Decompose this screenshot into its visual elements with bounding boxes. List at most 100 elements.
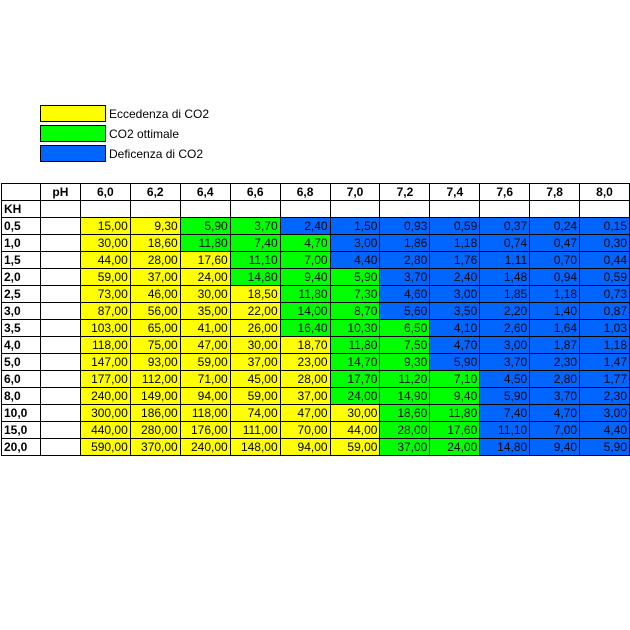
co2-value-cell: 59,00	[79, 268, 131, 286]
co2-value-cell: 7,10	[429, 370, 481, 388]
co2-value-cell: 24,00	[329, 387, 381, 405]
co2-value-cell: 4,10	[429, 319, 481, 337]
blank-cell	[39, 438, 81, 456]
blank-cell	[39, 387, 81, 405]
legend-label-excess: Eccedenza di CO2	[109, 106, 210, 121]
ph-header-label: pH	[39, 183, 81, 201]
co2-table: pH 6,0 6,2 6,4 6,6 6,8 7,0 7,2 7,4 7,6 7,8 8,0 KH 0,5…	[1, 183, 630, 456]
co2-value-cell: 3,70	[479, 353, 531, 371]
blank-cell	[79, 200, 131, 218]
co2-value-cell: 4,40	[329, 251, 381, 269]
co2-value-cell: 37,00	[279, 387, 331, 405]
co2-value-cell: 3,00	[429, 285, 481, 303]
header-row: pH 6,0 6,2 6,4 6,6 6,8 7,0 7,2 7,4 7,6 7,8 8,0	[1, 183, 630, 201]
co2-value-cell: 240,00	[79, 387, 131, 405]
blank-cell	[39, 319, 81, 337]
co2-value-cell: 0,73	[579, 285, 630, 303]
co2-value-cell: 9,40	[279, 268, 331, 286]
blank-cell	[229, 200, 281, 218]
co2-value-cell: 4,70	[529, 404, 581, 422]
blank-cell	[329, 200, 381, 218]
blank-cell	[39, 336, 81, 354]
co2-value-cell: 1,64	[529, 319, 581, 337]
co2-value-cell: 118,00	[79, 336, 131, 354]
co2-value-cell: 47,00	[279, 404, 331, 422]
co2-value-cell: 3,70	[229, 217, 281, 235]
table-row: 2,5 73,00 46,00 30,00 18,50 11,80 7,30 4,60 3,00…	[1, 285, 630, 303]
co2-value-cell: 44,00	[79, 251, 131, 269]
co2-value-cell: 14,70	[329, 353, 381, 371]
co2-value-cell: 0,44	[579, 251, 630, 269]
co2-value-cell: 7,30	[329, 285, 381, 303]
co2-value-cell: 2,30	[529, 353, 581, 371]
co2-value-cell: 24,00	[179, 268, 231, 286]
blank-cell	[39, 217, 81, 235]
co2-value-cell: 37,00	[229, 353, 281, 371]
co2-value-cell: 1,18	[529, 285, 581, 303]
co2-value-cell: 0,15	[579, 217, 630, 235]
co2-value-cell: 28,00	[379, 421, 431, 439]
kh-header-label: KH	[1, 200, 41, 218]
co2-value-cell: 14,80	[479, 438, 531, 456]
table-row: 2,0 59,00 37,00 24,00 14,80 9,40 5,90 3,70 2,40 1…	[1, 268, 630, 286]
co2-value-cell: 37,00	[129, 268, 181, 286]
kh-row-label: 10,0	[1, 404, 41, 422]
co2-value-cell: 59,00	[229, 387, 281, 405]
kh-header-row: KH	[1, 200, 630, 218]
co2-value-cell: 5,90	[579, 438, 630, 456]
blank-cell	[579, 200, 630, 218]
co2-value-cell: 0,37	[479, 217, 531, 235]
co2-value-cell: 94,00	[279, 438, 331, 456]
table-row: 0,5 15,00 9,30 5,90 3,70 2,40 1,50 0,93 0,59 0,37…	[1, 217, 630, 235]
co2-value-cell: 4,70	[279, 234, 331, 252]
co2-value-cell: 65,00	[129, 319, 181, 337]
co2-value-cell: 186,00	[129, 404, 181, 422]
co2-value-cell: 71,00	[179, 370, 231, 388]
co2-value-cell: 2,20	[479, 302, 531, 320]
co2-value-cell: 74,00	[229, 404, 281, 422]
co2-value-cell: 0,59	[429, 217, 481, 235]
co2-value-cell: 7,50	[379, 336, 431, 354]
table-row: 3,0 87,00 56,00 35,00 22,00 14,00 8,70 5,60 3,50…	[1, 302, 630, 320]
co2-value-cell: 5,90	[179, 217, 231, 235]
blank-cell	[479, 200, 531, 218]
kh-row-label: 8,0	[1, 387, 41, 405]
co2-value-cell: 1,48	[479, 268, 531, 286]
co2-value-cell: 11,80	[179, 234, 231, 252]
co2-value-cell: 18,60	[379, 404, 431, 422]
co2-value-cell: 1,50	[329, 217, 381, 235]
blank-cell	[179, 200, 231, 218]
blank-cell	[379, 200, 431, 218]
co2-value-cell: 240,00	[179, 438, 231, 456]
co2-value-cell: 9,40	[429, 387, 481, 405]
table-row: 6,0 177,00 112,00 71,00 45,00 28,00 17,70 11,20…	[1, 370, 630, 388]
co2-value-cell: 56,00	[129, 302, 181, 320]
co2-value-cell: 4,60	[379, 285, 431, 303]
co2-value-cell: 17,60	[429, 421, 481, 439]
ph-column-header: 6,4	[179, 183, 231, 201]
co2-value-cell: 41,00	[179, 319, 231, 337]
co2-value-cell: 10,30	[329, 319, 381, 337]
co2-value-cell: 7,40	[229, 234, 281, 252]
co2-value-cell: 1,87	[529, 336, 581, 354]
co2-value-cell: 18,50	[229, 285, 281, 303]
corner-cell	[1, 183, 41, 201]
legend-label-optimal: CO2 ottimale	[109, 126, 180, 141]
ph-column-header: 6,6	[229, 183, 281, 201]
co2-value-cell: 0,93	[379, 217, 431, 235]
co2-value-cell: 35,00	[179, 302, 231, 320]
co2-value-cell: 149,00	[129, 387, 181, 405]
legend: Eccedenza di CO2 CO2 ottimale Deficenza …	[40, 104, 209, 164]
legend-swatch-optimal	[40, 125, 106, 142]
blank-cell	[429, 200, 481, 218]
kh-row-label: 2,0	[1, 268, 41, 286]
co2-value-cell: 28,00	[129, 251, 181, 269]
co2-value-cell: 280,00	[129, 421, 181, 439]
co2-value-cell: 8,70	[329, 302, 381, 320]
co2-value-cell: 75,00	[129, 336, 181, 354]
kh-row-label: 1,0	[1, 234, 41, 252]
co2-value-cell: 59,00	[329, 438, 381, 456]
blank-cell	[39, 234, 81, 252]
co2-value-cell: 5,90	[479, 387, 531, 405]
co2-value-cell: 3,50	[429, 302, 481, 320]
